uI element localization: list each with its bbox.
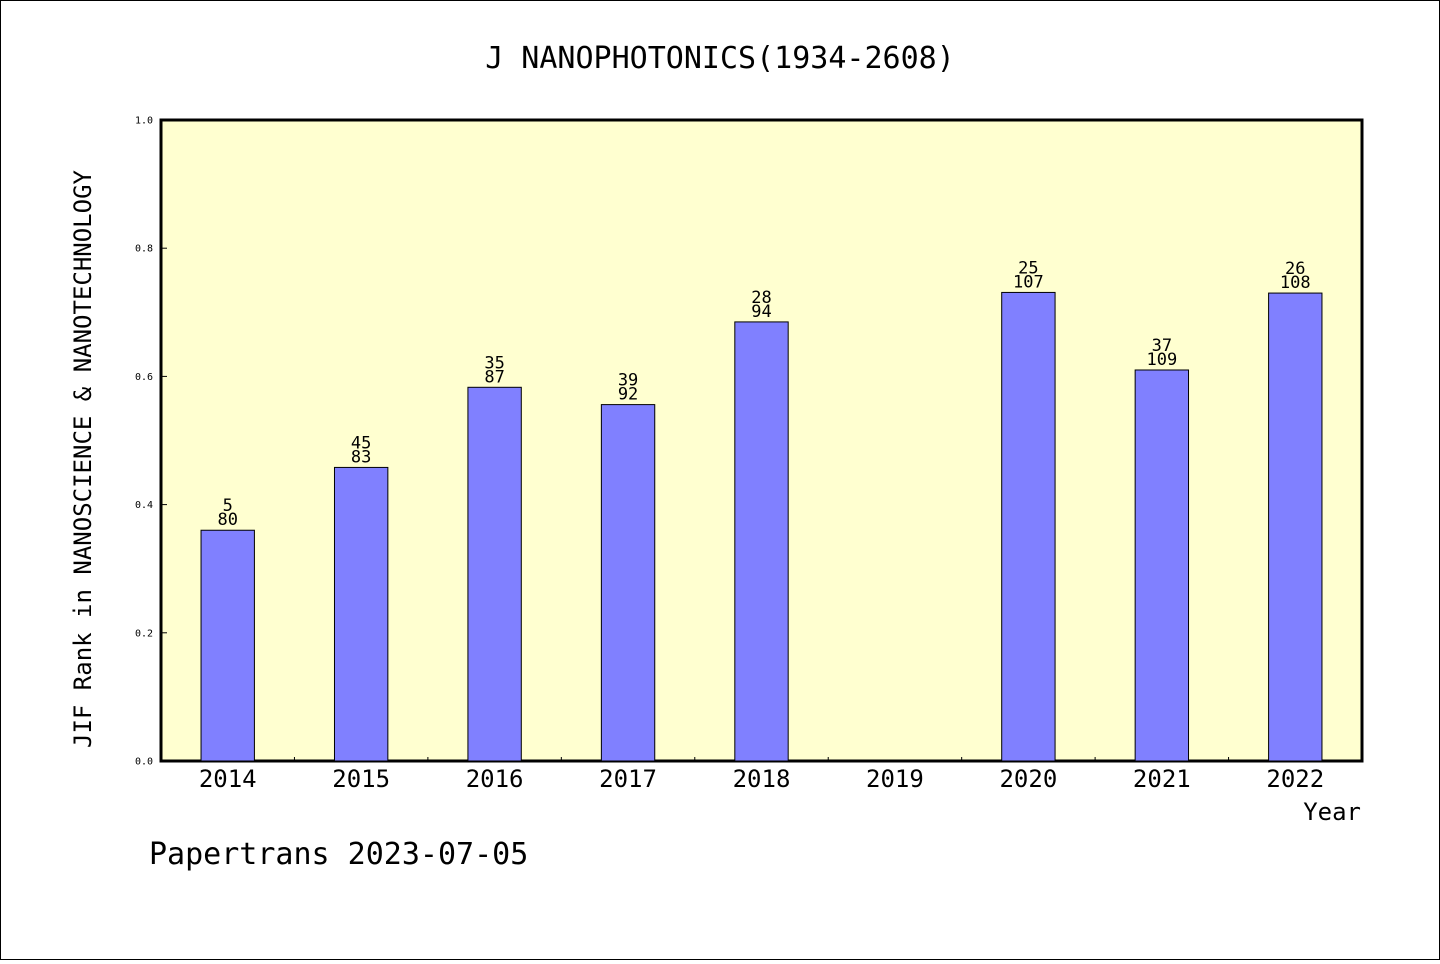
x-axis-ticks: 2014 2015 2016 2017 2018 2019 2020 2021 2022 xyxy=(199,757,1324,793)
x-tick-label: 2020 xyxy=(999,765,1057,793)
x-axis-label: Year xyxy=(1303,798,1361,826)
bar-rank-label: 45 xyxy=(351,433,371,453)
bar-rank-label: 37 xyxy=(1152,336,1172,356)
y-axis-ticks: 0.0 0.2 0.4 0.6 0.8 1.0 xyxy=(135,116,167,768)
bar-rank-label: 5 xyxy=(223,496,233,516)
x-tick-label: 2022 xyxy=(1266,765,1324,793)
x-tick-label: 2021 xyxy=(1133,765,1191,793)
bar-rank-label: 39 xyxy=(618,371,638,391)
bar-total-label: 92 xyxy=(618,385,638,405)
y-tick-label: 0.0 xyxy=(135,757,153,768)
x-tick-label: 2015 xyxy=(332,765,390,793)
bar-total-label: 109 xyxy=(1146,350,1177,370)
bar-total-label: 107 xyxy=(1013,272,1044,292)
bar-total-label: 80 xyxy=(217,510,237,530)
y-tick-label: 0.4 xyxy=(135,500,153,511)
bar-total-label: 94 xyxy=(751,302,771,322)
bar-2020 xyxy=(1001,291,1056,762)
bars-group xyxy=(200,291,1323,762)
bar-rank-label: 28 xyxy=(751,288,771,308)
x-tick-label: 2017 xyxy=(599,765,657,793)
chart-title: J NANOPHOTONICS(1934-2608) xyxy=(485,41,955,76)
y-tick-label: 0.2 xyxy=(135,628,153,639)
x-tick-label: 2018 xyxy=(733,765,791,793)
y-tick-label: 0.8 xyxy=(135,244,153,255)
bar-2015 xyxy=(333,466,389,762)
bar-2018 xyxy=(734,321,789,762)
bar-total-label: 108 xyxy=(1280,273,1311,293)
bar-rank-label: 25 xyxy=(1018,258,1038,278)
bar-total-label: 87 xyxy=(484,367,504,387)
y-axis-label: JIF Rank in NANOSCIENCE & NANOTECHNOLOGY xyxy=(69,169,97,748)
x-tick-label: 2019 xyxy=(866,765,924,793)
bar-2017 xyxy=(600,404,656,762)
bar-rank-label: 35 xyxy=(484,353,504,373)
x-tick-label: 2016 xyxy=(466,765,524,793)
bar-rank-label: 26 xyxy=(1285,259,1305,279)
bar-2014 xyxy=(200,529,255,762)
y-tick-label: 0.6 xyxy=(135,372,153,383)
footer-credit: Papertrans 2023-07-05 xyxy=(149,837,528,872)
bar-total-label: 83 xyxy=(351,447,371,467)
bar-2021 xyxy=(1134,369,1190,762)
y-tick-label: 1.0 xyxy=(135,116,153,127)
bar-2016 xyxy=(467,386,522,762)
bar-2022 xyxy=(1268,292,1323,762)
x-tick-label: 2014 xyxy=(199,765,257,793)
